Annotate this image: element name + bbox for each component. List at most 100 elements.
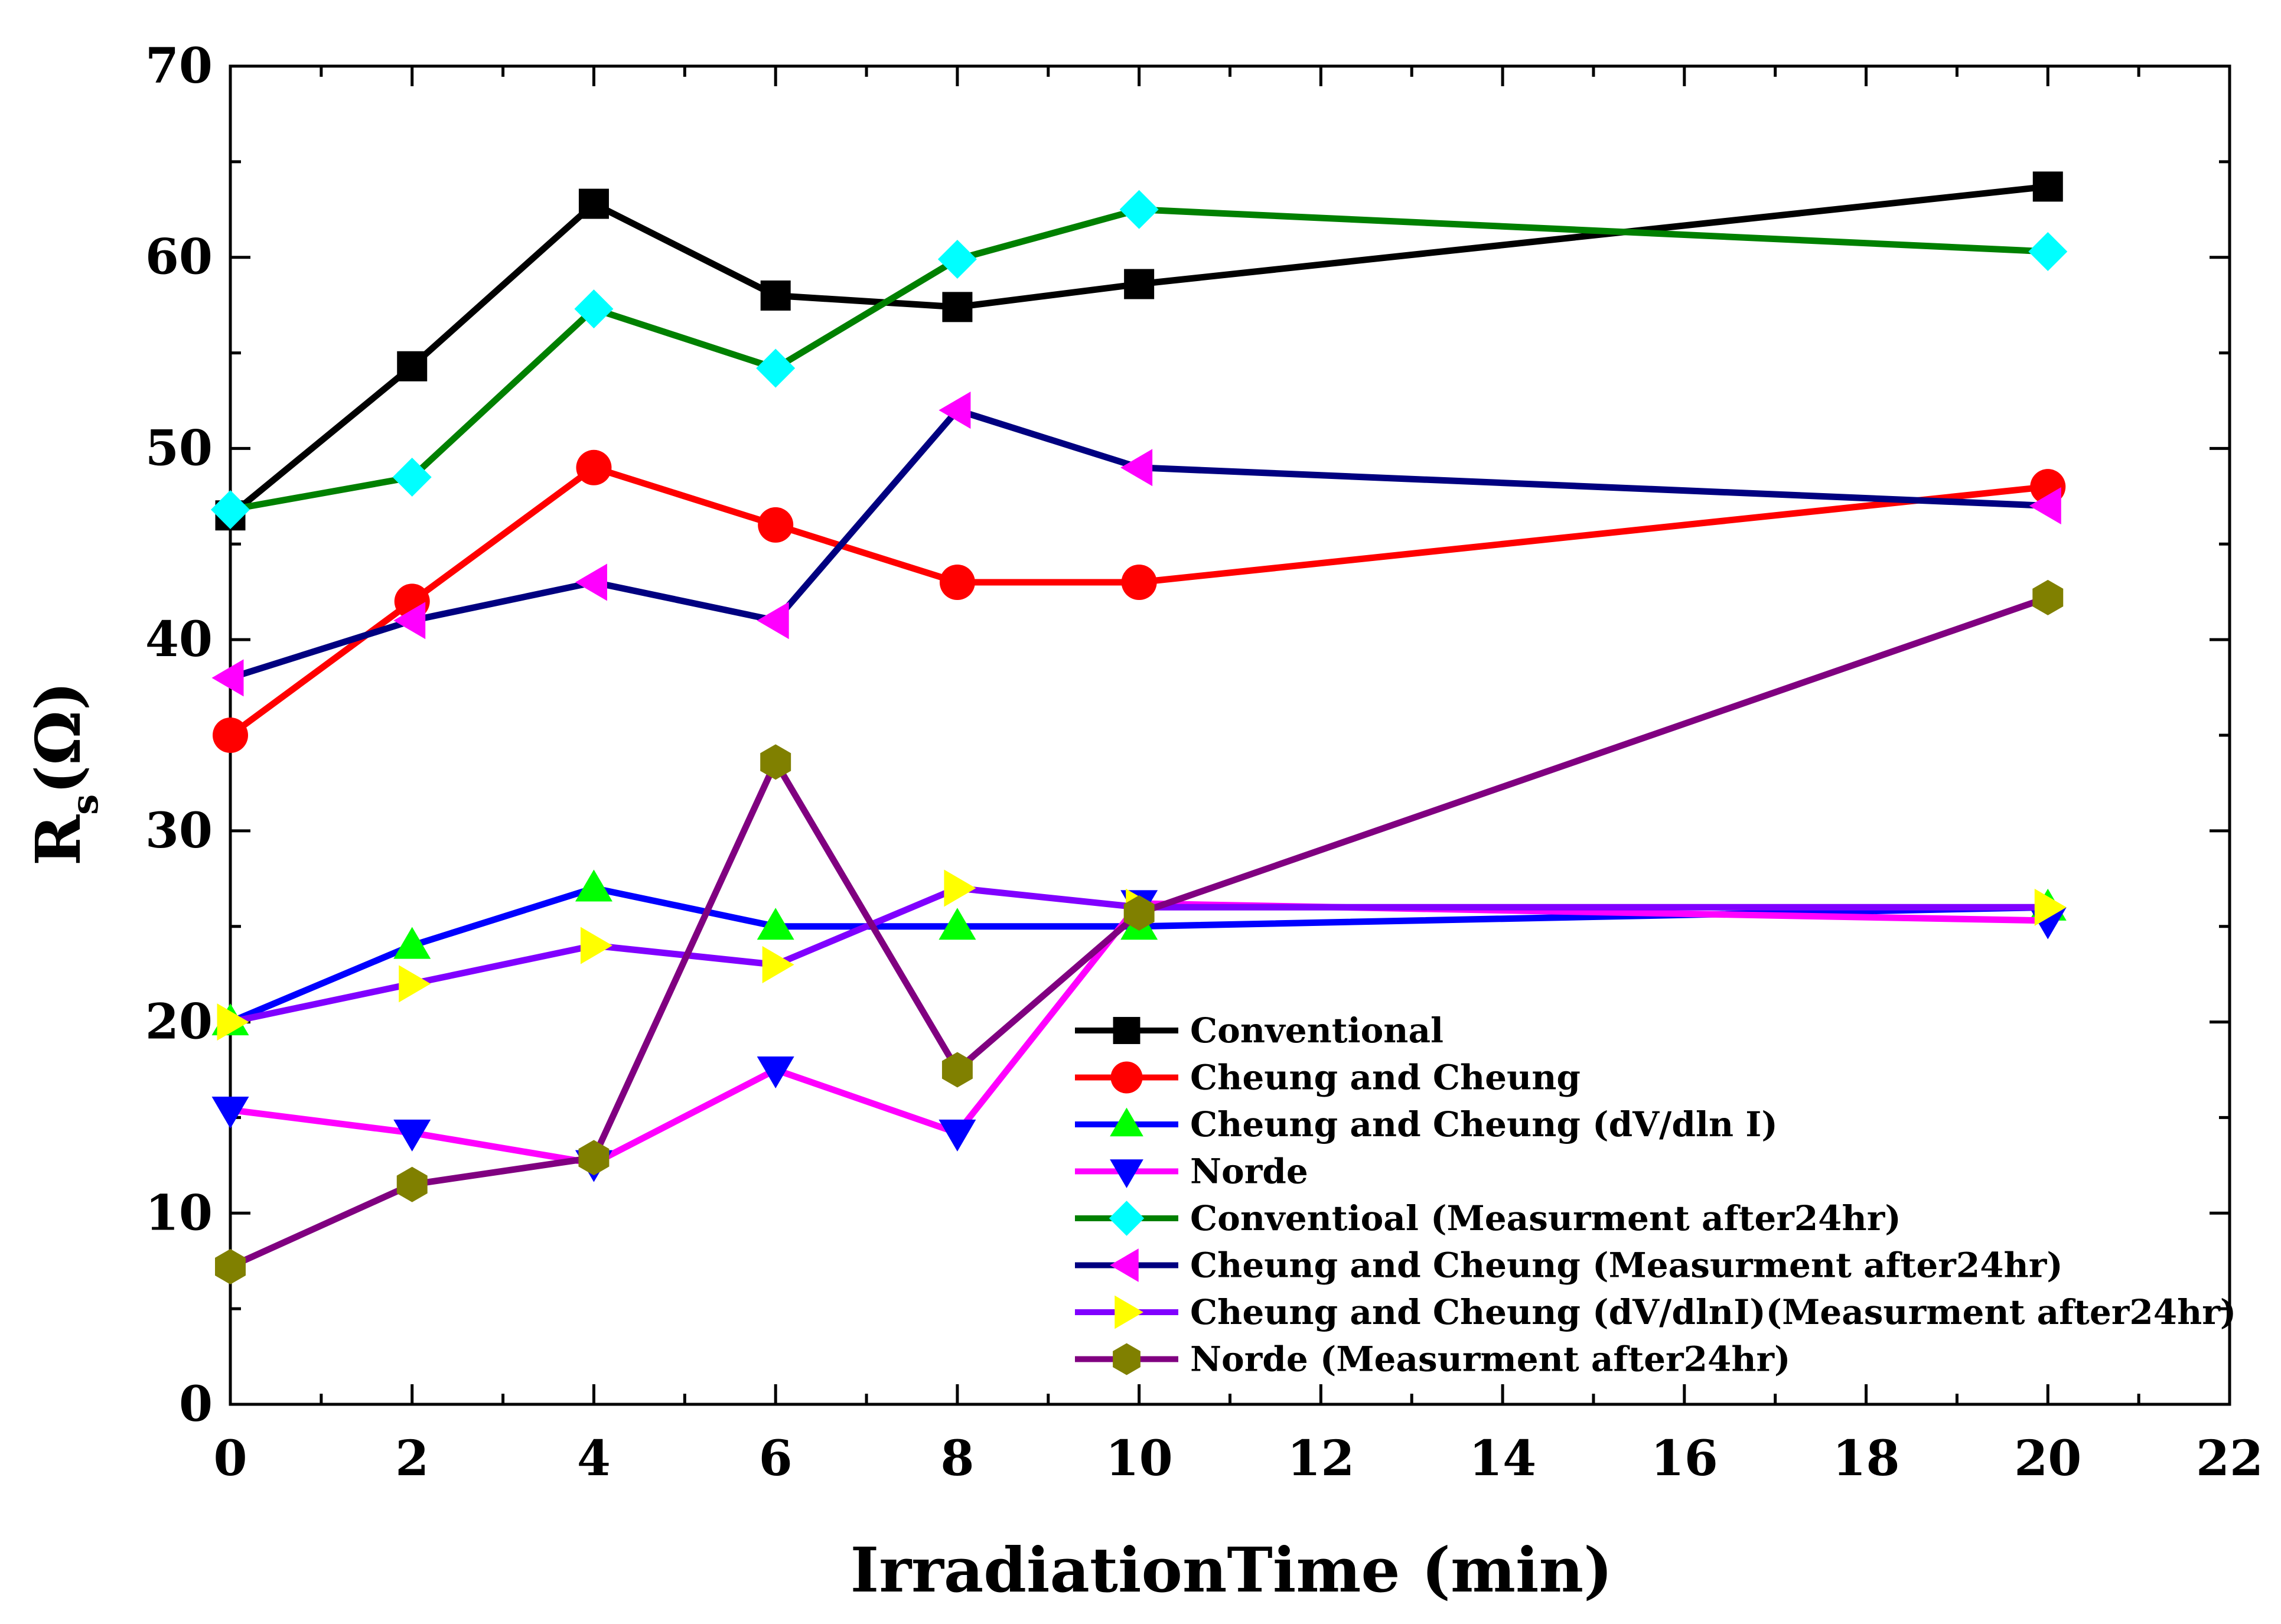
data-point: [217, 1003, 249, 1041]
data-point: [2032, 171, 2063, 202]
data-point: [396, 1166, 428, 1202]
x-tick-label: 20: [2014, 1430, 2081, 1487]
legend-item: Cheung and Cheung (dV/dlnI)(Measurment a…: [1075, 1292, 2236, 1332]
data-point: [758, 507, 794, 543]
data-point: [393, 927, 431, 959]
legend-label: Cheung and Cheung (dV/dln I): [1190, 1104, 1778, 1144]
legend-label: Conventioal (Measurment after24hr): [1190, 1198, 1901, 1238]
data-point: [211, 490, 250, 530]
legend-label: Cheung and Cheung (Measurment after24hr): [1190, 1245, 2063, 1286]
data-point: [937, 239, 977, 279]
svg-text:Rs(Ω): Rs(Ω): [22, 681, 106, 866]
axis-ticks: [229, 64, 2231, 1406]
legend-item: Conventioal (Measurment after24hr): [1075, 1198, 1901, 1238]
data-point: [760, 744, 791, 780]
legend-item: Norde (Measurment after24hr): [1075, 1339, 1791, 1380]
legend-item: Conventional: [1075, 1010, 1443, 1051]
x-tick-label: 12: [1287, 1430, 1354, 1487]
data-point: [1123, 895, 1155, 931]
data-point: [2034, 888, 2067, 926]
data-point: [578, 188, 609, 219]
legend-marker: [1110, 1159, 1143, 1188]
axis-tick-labels: 0 2 4 6 8 10 12 14 16 18 20 22 0 10 20 30 40 50 60 70: [145, 38, 2263, 1487]
y-axis-title-unit: (Ω): [22, 681, 95, 794]
x-tick-label: 18: [1832, 1430, 1899, 1487]
x-tick-label: 6: [759, 1430, 793, 1487]
data-point: [944, 869, 976, 907]
series-6: [211, 392, 2061, 697]
legend-item: Cheung and Cheung (dV/dln I): [1075, 1104, 1778, 1144]
data-point: [575, 869, 612, 902]
y-axis-title-main: R: [22, 814, 95, 866]
x-tick-label: 14: [1469, 1430, 1536, 1487]
legend-item: Cheung and Cheung (Measurment after24hr): [1075, 1245, 2063, 1286]
data-point: [213, 718, 248, 753]
data-point: [757, 908, 794, 940]
data-point: [939, 565, 975, 601]
data-point: [939, 908, 976, 940]
y-tick-label: 0: [179, 1376, 213, 1433]
data-point: [575, 563, 607, 601]
x-axis-title: IrradiationTime (min): [851, 1534, 1613, 1606]
data-point: [392, 457, 432, 497]
series-8: [215, 579, 2064, 1284]
data-point: [1120, 449, 1153, 487]
legend-marker: [1115, 1295, 1143, 1329]
data-point: [399, 965, 431, 1003]
legend-label: Cheung and Cheung (dV/dlnI)(Measurment a…: [1190, 1292, 2236, 1332]
series-layer: [211, 171, 2068, 1284]
data-point: [211, 659, 244, 697]
series-2: [213, 449, 2066, 753]
data-point: [215, 1248, 246, 1284]
legend-label: Cheung and Cheung: [1190, 1058, 1581, 1098]
data-point: [1119, 190, 1159, 229]
data-point: [578, 1140, 610, 1176]
data-point: [941, 1052, 973, 1088]
data-point: [1121, 565, 1157, 601]
series-line: [229, 407, 2048, 681]
data-point: [942, 292, 973, 322]
y-axis-title-subscript: s: [63, 794, 106, 815]
data-point: [574, 289, 614, 329]
x-tick-label: 10: [1106, 1430, 1173, 1487]
data-point: [762, 945, 794, 983]
legend-marker: [1109, 1201, 1145, 1236]
data-point: [757, 1056, 794, 1088]
data-point: [2028, 232, 2068, 272]
data-point: [757, 602, 789, 640]
data-point: [580, 927, 612, 964]
data-point: [211, 1096, 249, 1129]
legend-label: Conventional: [1190, 1010, 1443, 1051]
x-tick-label: 16: [1651, 1430, 1718, 1487]
x-tick-label: 22: [2196, 1430, 2263, 1487]
y-tick-label: 40: [145, 611, 213, 668]
legend-marker: [1113, 1017, 1140, 1044]
data-point: [939, 392, 971, 429]
legend-label: Norde (Measurment after24hr): [1190, 1339, 1791, 1380]
legend-marker: [1110, 1107, 1143, 1137]
legend-marker: [1110, 1061, 1143, 1094]
y-tick-label: 60: [145, 229, 213, 286]
x-tick-label: 4: [577, 1430, 611, 1487]
y-tick-label: 70: [145, 38, 213, 94]
y-tick-label: 20: [145, 994, 213, 1051]
y-tick-label: 50: [145, 420, 213, 477]
legend-marker: [1113, 1343, 1140, 1375]
data-point: [393, 602, 426, 640]
legend-item: Cheung and Cheung: [1075, 1058, 1581, 1098]
data-point: [939, 1119, 976, 1152]
legend: Conventional Cheung and Cheung Cheung and …: [1075, 1010, 2236, 1380]
legend-label: Norde: [1190, 1152, 1308, 1192]
data-point: [397, 351, 428, 381]
data-point: [393, 1119, 431, 1152]
data-point: [576, 449, 612, 485]
data-point: [1124, 269, 1155, 299]
y-axis-title: Rs(Ω): [22, 681, 106, 866]
y-tick-label: 10: [145, 1185, 213, 1241]
legend-marker: [1110, 1248, 1139, 1282]
data-point: [2029, 487, 2061, 525]
x-tick-label: 2: [395, 1430, 429, 1487]
x-tick-label: 0: [213, 1430, 247, 1487]
data-point: [760, 280, 791, 311]
